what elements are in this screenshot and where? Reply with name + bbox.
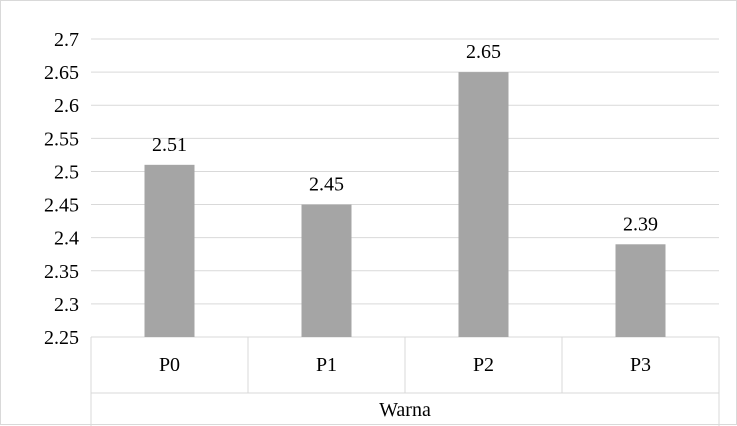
data-label-p3: 2.39 bbox=[623, 213, 658, 235]
data-label-p0: 2.51 bbox=[152, 134, 187, 156]
y-tick-label: 2.4 bbox=[54, 228, 79, 250]
x-category-label-p1: P1 bbox=[316, 354, 337, 376]
bars bbox=[144, 72, 666, 337]
y-tick-label: 2.65 bbox=[44, 62, 79, 84]
bar-p2 bbox=[458, 72, 509, 337]
x-category-label-p0: P0 bbox=[159, 354, 180, 376]
x-category-labels: P0 P1 P2 P3 bbox=[159, 354, 651, 376]
y-tick-label: 2.5 bbox=[54, 161, 79, 183]
data-label-p2: 2.65 bbox=[466, 41, 501, 63]
bar-p1 bbox=[301, 204, 352, 337]
y-tick-labels: 2.7 2.65 2.6 2.55 2.5 2.45 2.4 2.35 2.3 2.25 bbox=[44, 29, 79, 349]
y-tick-label: 2.55 bbox=[44, 128, 79, 150]
x-category-label-p2: P2 bbox=[473, 354, 494, 376]
axes bbox=[90, 337, 720, 426]
y-tick-label: 2.7 bbox=[54, 29, 79, 51]
x-category-label-p3: P3 bbox=[630, 354, 651, 376]
data-label-p1: 2.45 bbox=[309, 174, 344, 196]
y-tick-label: 2.6 bbox=[54, 95, 79, 117]
data-labels: 2.51 2.45 2.65 2.39 bbox=[152, 41, 658, 235]
y-tick-label: 2.35 bbox=[44, 261, 79, 283]
y-tick-label: 2.25 bbox=[44, 327, 79, 349]
bar-p0 bbox=[144, 164, 195, 337]
y-tick-label: 2.3 bbox=[54, 294, 79, 316]
y-tick-label: 2.45 bbox=[44, 195, 79, 217]
bar-p3 bbox=[615, 244, 666, 337]
gridlines bbox=[91, 38, 719, 338]
x-group-label: Warna bbox=[379, 399, 431, 421]
